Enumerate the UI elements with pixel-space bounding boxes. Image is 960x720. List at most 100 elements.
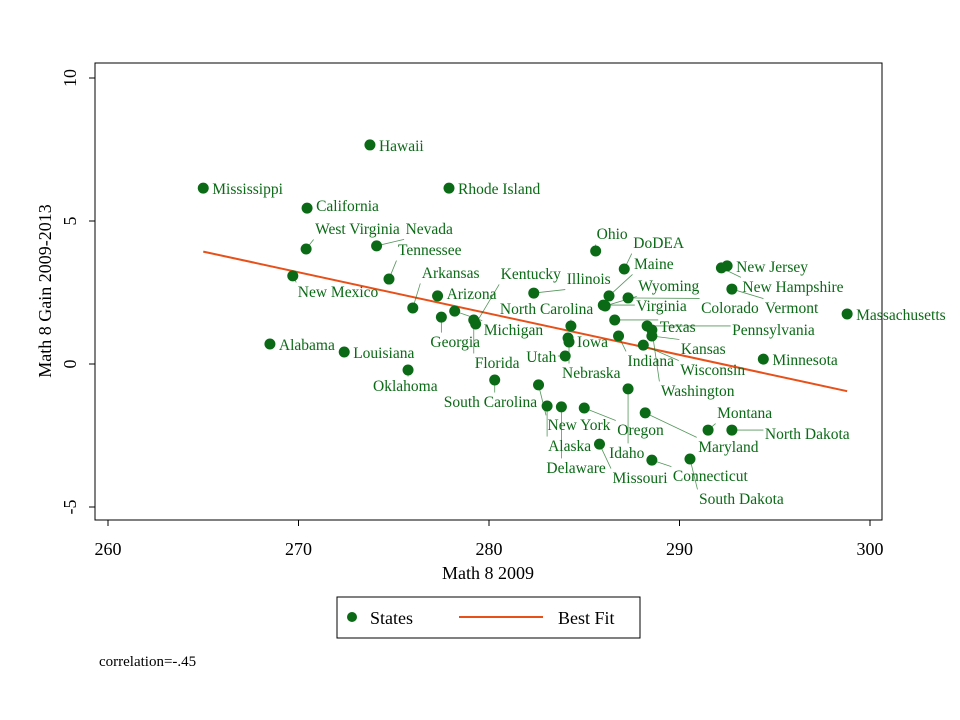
- label-leader-line: [475, 284, 500, 325]
- state-point: [300, 243, 312, 255]
- state-point: [590, 245, 602, 257]
- state-point: [646, 330, 658, 342]
- state-label: West Virginia: [315, 221, 400, 238]
- state-label: Nevada: [406, 221, 453, 238]
- state-label: Illinois: [567, 271, 611, 288]
- state-point: [757, 353, 769, 365]
- state-label: Michigan: [484, 322, 544, 339]
- state-label: Mississippi: [212, 181, 283, 198]
- state-point: [726, 283, 738, 295]
- label-leader-line: [643, 344, 679, 361]
- state-label: Idaho: [609, 445, 645, 462]
- state-point: [599, 300, 611, 312]
- state-label: Massachusetts: [856, 307, 946, 324]
- state-point: [402, 364, 414, 376]
- state-label: Georgia: [430, 334, 480, 351]
- state-label: Florida: [475, 355, 520, 372]
- state-label: Vermont: [765, 300, 819, 317]
- state-label: South Carolina: [444, 394, 538, 411]
- state-point: [702, 424, 714, 436]
- correlation-note: correlation=-.45: [99, 654, 196, 670]
- state-label: Oklahoma: [373, 378, 438, 395]
- state-label: Oregon: [617, 422, 664, 439]
- state-label: Minnesota: [772, 352, 838, 369]
- state-label: DoDEA: [633, 235, 685, 252]
- state-point: [435, 311, 447, 323]
- state-label: Nebraska: [562, 365, 621, 382]
- state-point: [684, 453, 696, 465]
- state-label: Hawaii: [379, 138, 424, 155]
- state-point: [555, 401, 567, 413]
- state-point: [609, 314, 621, 326]
- state-point: [559, 350, 571, 362]
- label-leader-line: [584, 407, 616, 421]
- state-label: Alabama: [279, 337, 335, 354]
- state-point: [287, 270, 299, 282]
- state-label: Wisconsin: [680, 362, 745, 379]
- state-label: New Jersey: [736, 259, 808, 276]
- state-point: [364, 139, 376, 151]
- state-point: [528, 287, 540, 299]
- best-fit-line: [203, 250, 848, 393]
- x-axis-label: Math 8 2009: [442, 563, 534, 583]
- state-point: [637, 339, 649, 351]
- state-point: [264, 338, 276, 350]
- state-point: [618, 263, 630, 275]
- x-tick-label: 270: [285, 539, 312, 559]
- state-label: Virginia: [636, 298, 687, 315]
- state-point: [383, 273, 395, 285]
- state-label: Montana: [717, 405, 772, 422]
- y-tick-label: -5: [60, 500, 80, 515]
- state-point: [443, 182, 455, 194]
- state-label: Rhode Island: [458, 181, 540, 198]
- state-label: Tennessee: [398, 242, 462, 259]
- state-label: California: [316, 198, 379, 215]
- state-label: New Mexico: [298, 284, 379, 301]
- state-label: South Dakota: [699, 491, 784, 508]
- state-label: Washington: [661, 383, 735, 400]
- state-point: [593, 438, 605, 450]
- state-point: [565, 320, 577, 332]
- state-label: North Dakota: [765, 426, 850, 443]
- state-label: New Hampshire: [742, 279, 843, 296]
- state-point: [726, 424, 738, 436]
- state-label: Ohio: [597, 226, 628, 243]
- x-tick-label: 280: [476, 539, 503, 559]
- state-point: [407, 302, 419, 314]
- state-point: [841, 308, 853, 320]
- state-label: Kansas: [681, 341, 726, 358]
- state-label: Colorado: [701, 300, 759, 317]
- legend-label-best-fit: Best Fit: [558, 608, 615, 628]
- state-label: Missouri: [612, 470, 668, 487]
- state-label: Kentucky: [501, 266, 562, 283]
- state-point: [449, 305, 461, 317]
- state-label: Maryland: [698, 439, 759, 456]
- state-point: [432, 290, 444, 302]
- label-leader-line: [628, 297, 700, 299]
- state-point: [613, 330, 625, 342]
- state-point: [715, 262, 727, 274]
- state-point: [639, 407, 651, 419]
- state-label: Louisiana: [353, 345, 414, 362]
- state-point: [578, 402, 590, 414]
- state-label: Connecticut: [673, 468, 749, 485]
- state-point: [622, 292, 634, 304]
- state-label: Indiana: [628, 353, 675, 370]
- state-point: [338, 346, 350, 358]
- y-tick-label: 5: [60, 217, 80, 226]
- state-point: [301, 202, 313, 214]
- legend: States Best Fit: [336, 596, 641, 639]
- state-point: [197, 182, 209, 194]
- state-point: [533, 379, 545, 391]
- state-point: [541, 400, 553, 412]
- state-label: North Carolina: [500, 301, 594, 318]
- state-label: Texas: [660, 319, 696, 336]
- state-point: [646, 454, 658, 466]
- x-tick-label: 260: [95, 539, 122, 559]
- state-label: Utah: [526, 349, 556, 366]
- state-label: Arizona: [447, 286, 497, 303]
- state-point: [371, 240, 383, 252]
- state-label: Maine: [634, 256, 674, 273]
- state-label: Alaska: [548, 438, 591, 455]
